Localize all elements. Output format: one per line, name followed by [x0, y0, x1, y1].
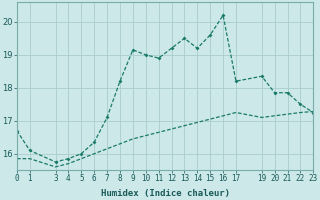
- X-axis label: Humidex (Indice chaleur): Humidex (Indice chaleur): [100, 189, 229, 198]
